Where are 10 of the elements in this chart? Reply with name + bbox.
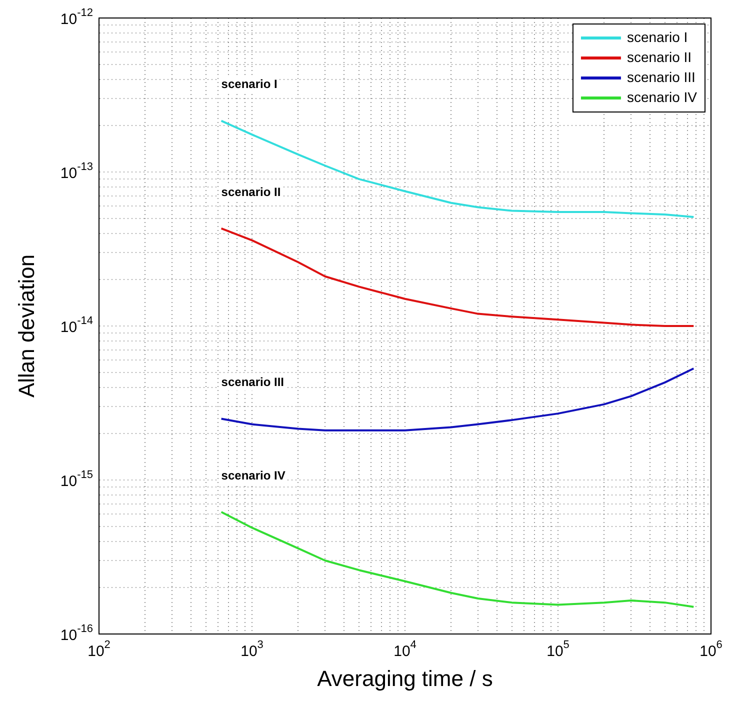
legend-label: scenario II xyxy=(626,48,692,65)
y-axis-title: Allan deviation xyxy=(14,254,39,398)
annotation: scenario II xyxy=(221,184,281,199)
annotation: scenario IV xyxy=(221,468,286,482)
x-axis-title: Averaging time / s xyxy=(317,666,493,691)
legend-label: scenario I xyxy=(626,28,688,45)
legend-label: scenario III xyxy=(626,68,696,85)
annotation: scenario III xyxy=(221,375,284,390)
legend-label: scenario IV xyxy=(626,88,698,105)
annotation: scenario I xyxy=(221,77,278,92)
